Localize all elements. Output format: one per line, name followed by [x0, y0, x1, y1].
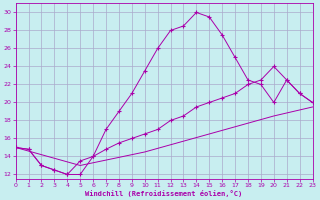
X-axis label: Windchill (Refroidissement éolien,°C): Windchill (Refroidissement éolien,°C): [85, 190, 243, 197]
